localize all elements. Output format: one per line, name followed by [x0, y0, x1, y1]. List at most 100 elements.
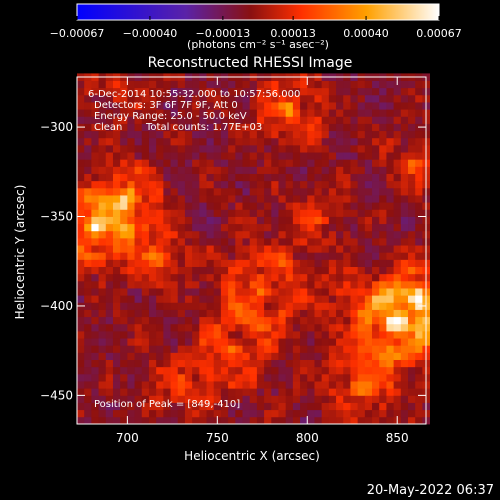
heatmap-cell: [91, 180, 99, 189]
heatmap-cell: [120, 280, 128, 289]
heatmap-cell: [328, 359, 337, 368]
heatmap-cell: [127, 94, 135, 103]
heatmap-cell: [213, 166, 222, 174]
heatmap-cell: [199, 166, 207, 174]
heatmap-cell: [163, 102, 171, 110]
heatmap-cell: [156, 137, 164, 146]
heatmap-cell: [213, 323, 222, 332]
heatmap-cell: [386, 209, 395, 217]
heatmap-cell: [235, 373, 243, 382]
heatmap-cell: [84, 137, 92, 146]
heatmap-cell: [256, 209, 265, 217]
heatmap-cell: [285, 209, 294, 217]
heatmap-cell: [264, 373, 272, 382]
heatmap-cell: [77, 330, 85, 339]
heatmap-cell: [77, 416, 85, 425]
heatmap-cell: [400, 352, 409, 360]
heatmap-cell: [84, 159, 92, 167]
heatmap-cell: [148, 295, 157, 303]
heatmap-cell: [314, 409, 323, 418]
heatmap-cell: [77, 288, 85, 296]
heatmap-cell: [235, 359, 243, 368]
heatmap-cell: [184, 123, 193, 132]
heatmap-cell: [408, 302, 416, 310]
heatmap-cell: [228, 130, 236, 139]
heatmap-cell: [249, 402, 258, 411]
heatmap-cell: [98, 202, 107, 210]
heatmap-cell: [357, 316, 366, 325]
heatmap-cell: [112, 130, 121, 139]
heatmap-cell: [249, 309, 258, 318]
heatmap-cell: [120, 152, 128, 160]
heatmap-cell: [307, 173, 315, 182]
heatmap-cell: [127, 323, 135, 332]
heatmap-cell: [184, 187, 193, 196]
heatmap-cell: [386, 259, 395, 267]
heatmap-cell: [343, 345, 351, 353]
heatmap-cell: [408, 130, 416, 139]
heatmap-cell: [350, 381, 359, 389]
heatmap-cell: [350, 173, 359, 182]
heatmap-cell: [213, 395, 222, 403]
heatmap-cell: [415, 223, 423, 232]
heatmap-cell: [235, 395, 243, 403]
heatmap-cell: [156, 230, 164, 239]
heatmap-cell: [98, 252, 107, 260]
heatmap-cell: [271, 352, 279, 360]
heatmap-cell: [156, 352, 164, 360]
heatmap-cell: [127, 109, 135, 117]
heatmap-cell: [343, 373, 351, 382]
heatmap-cell: [271, 259, 279, 267]
heatmap-cell: [199, 237, 207, 246]
heatmap-cell: [256, 137, 265, 146]
colorbar: −0.00067 −0.00040 −0.00013 0.00013 0.00040 0.…: [50, 3, 462, 51]
heatmap-cell: [235, 187, 243, 196]
heatmap-cell: [77, 144, 85, 153]
heatmap-cell: [134, 338, 143, 346]
heatmap-cell: [264, 87, 272, 96]
heatmap-cell: [285, 130, 294, 139]
heatmap-cell: [206, 266, 215, 275]
heatmap-cell: [156, 345, 164, 353]
heatmap-cell: [350, 273, 359, 282]
heatmap-cell: [379, 395, 387, 403]
heatmap-cell: [271, 288, 279, 296]
heatmap-cell: [105, 395, 114, 403]
heatmap-cell: [300, 395, 308, 403]
heatmap-cell: [134, 187, 143, 196]
heatmap-cell: [314, 381, 323, 389]
heatmap-cell: [343, 402, 351, 411]
heatmap-cell: [105, 87, 114, 96]
heatmap-cell: [235, 180, 243, 189]
heatmap-cell: [328, 345, 337, 353]
heatmap-cell: [386, 338, 395, 346]
heatmap-cell: [91, 309, 99, 318]
heatmap-cell: [285, 252, 294, 260]
heatmap-cell: [192, 338, 200, 346]
heatmap-cell: [271, 123, 279, 132]
heatmap-cell: [98, 130, 107, 139]
heatmap-cell: [357, 273, 366, 282]
heatmap-cell: [415, 388, 423, 396]
heatmap-cell: [372, 209, 380, 217]
heatmap-cell: [336, 166, 344, 174]
heatmap-cell: [415, 330, 423, 339]
heatmap-cell: [415, 245, 423, 253]
heatmap-cell: [285, 395, 294, 403]
heatmap-cell: [364, 373, 373, 382]
heatmap-cell: [228, 152, 236, 160]
heatmap-cell: [343, 302, 351, 310]
heatmap-cell: [350, 395, 359, 403]
heatmap-cell: [256, 288, 265, 296]
heatmap-cell: [242, 202, 251, 210]
heatmap-cell: [120, 330, 128, 339]
heatmap-cell: [393, 402, 402, 411]
heatmap-cell: [321, 137, 330, 146]
heatmap-cell: [77, 202, 85, 210]
heatmap-cell: [112, 266, 121, 275]
heatmap-cell: [357, 402, 366, 411]
heatmap-cell: [343, 87, 351, 96]
heatmap-cell: [321, 302, 330, 310]
heatmap-cell: [192, 87, 200, 96]
heatmap-cell: [77, 130, 85, 139]
